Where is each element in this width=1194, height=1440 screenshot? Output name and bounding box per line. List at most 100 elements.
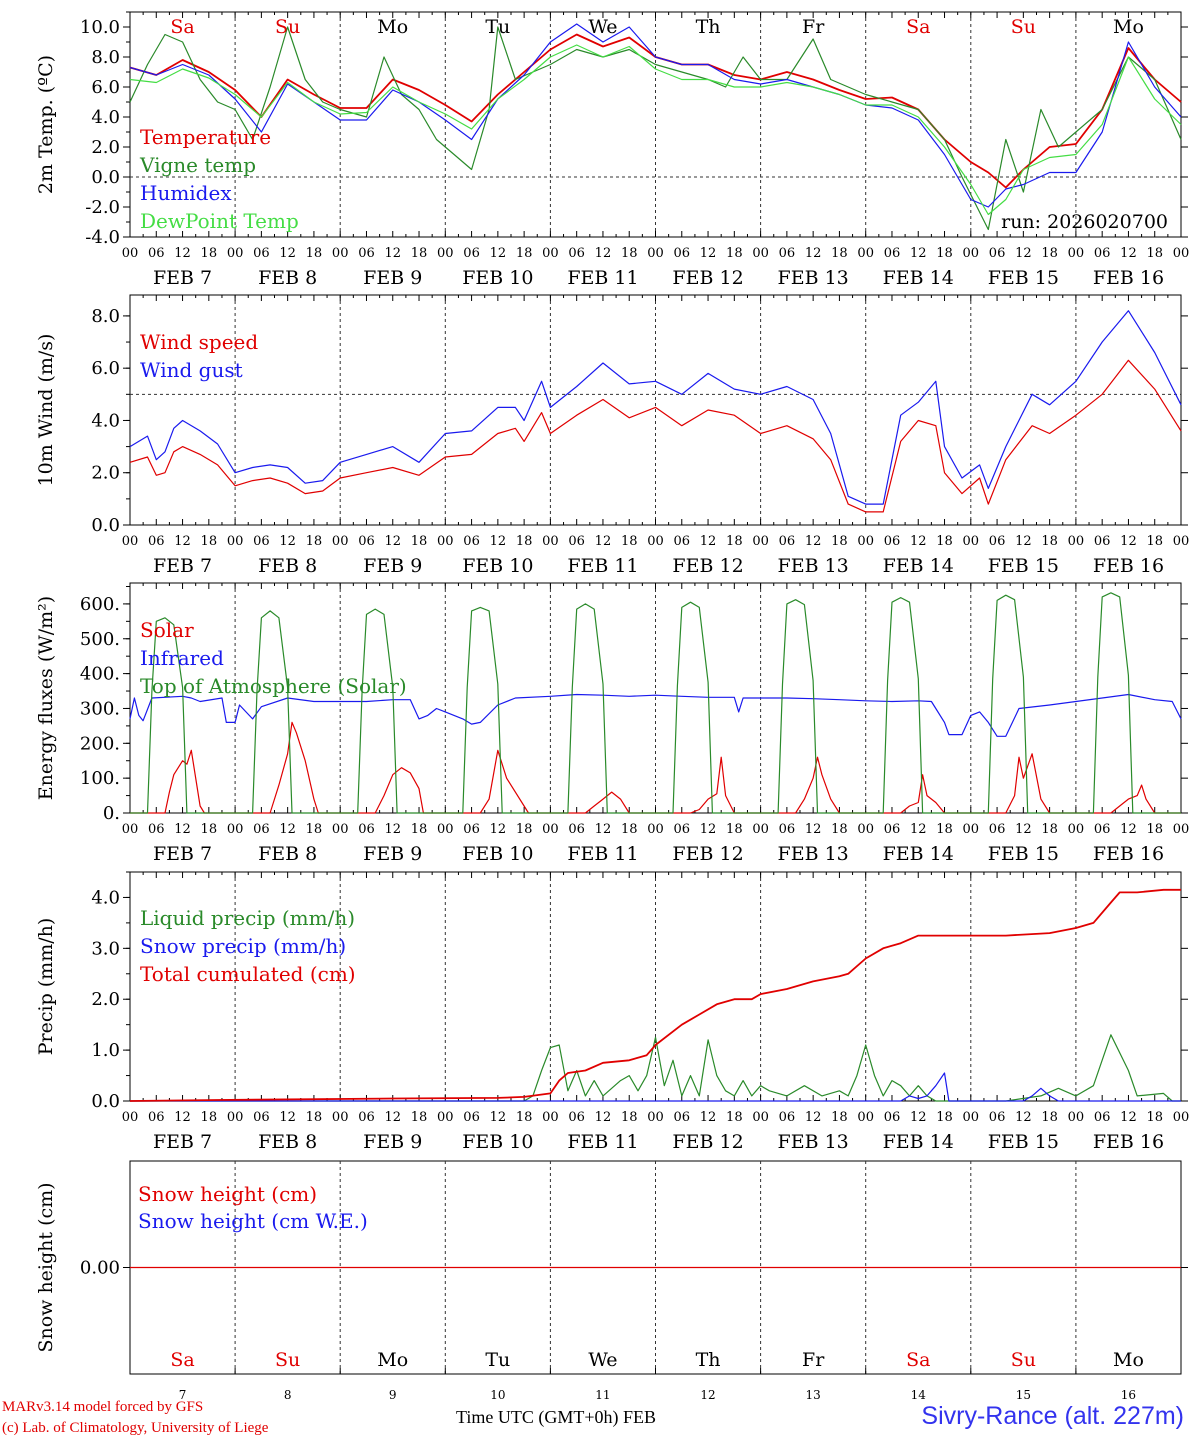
hour-label: 00: [542, 534, 559, 549]
hour-label: 00: [227, 246, 244, 261]
legend-entry: Wind gust: [140, 358, 243, 382]
hour-label: 00: [332, 246, 349, 261]
y-tick-label: 100.: [80, 768, 120, 789]
hour-label: 12: [595, 534, 612, 549]
date-label: FEB 11: [567, 267, 638, 289]
hour-label: 00: [437, 822, 454, 837]
weekday-label-bottom: Su: [1011, 1349, 1036, 1371]
hour-label: 12: [595, 246, 612, 261]
date-label: FEB 16: [1093, 555, 1164, 577]
hour-label: 00: [122, 822, 139, 837]
hour-label: 00: [752, 246, 769, 261]
weekday-label-top: Mo: [1113, 16, 1144, 38]
date-label: FEB 7: [153, 267, 212, 289]
hour-label: 00: [542, 1110, 559, 1125]
weekday-label-bottom: Fr: [802, 1349, 825, 1371]
hour-label: 18: [936, 1110, 953, 1125]
hour-label: 12: [1015, 246, 1032, 261]
run-label: run: 2026020700: [1001, 211, 1168, 233]
site-name: Sivry-Rance (alt. 227m): [921, 1402, 1184, 1430]
hour-label: 06: [358, 1110, 375, 1125]
weekday-label-top: We: [588, 16, 617, 38]
hour-label: 12: [700, 534, 717, 549]
y-tick-label: 200.: [80, 733, 120, 754]
weekday-label-top: Sa: [170, 16, 194, 38]
legend-entry: Top of Atmosphere (Solar): [140, 674, 407, 698]
y-axis-label: Precip (mm/h): [35, 918, 57, 1056]
y-tick-label: 0.0: [91, 167, 120, 188]
hour-label: 12: [1015, 822, 1032, 837]
hour-label: 00: [227, 822, 244, 837]
hour-label: 12: [910, 534, 927, 549]
hour-label: 06: [989, 822, 1006, 837]
day-number: 10: [490, 1388, 505, 1402]
series-top-of-atmosphere-solar-: [130, 592, 1181, 814]
hour-label: 06: [884, 822, 901, 837]
hour-label: 12: [279, 1110, 296, 1125]
hour-label: 18: [201, 246, 218, 261]
hour-label: 00: [1068, 534, 1085, 549]
date-label: FEB 11: [567, 555, 638, 577]
hour-label: 18: [726, 534, 743, 549]
hour-label: 12: [1120, 534, 1137, 549]
hour-label: 06: [358, 246, 375, 261]
hour-label: 06: [358, 822, 375, 837]
date-label: FEB 9: [363, 267, 422, 289]
y-tick-label: 3.0: [91, 938, 120, 959]
day-number: 9: [389, 1388, 397, 1402]
hour-label: 18: [726, 1110, 743, 1125]
hour-label: 18: [936, 822, 953, 837]
hour-label: 12: [279, 534, 296, 549]
hour-label: 06: [1094, 246, 1111, 261]
legend-entry: Snow height (cm W.E.): [138, 1209, 368, 1233]
hour-label: 06: [463, 534, 480, 549]
hour-label: 12: [1120, 822, 1137, 837]
date-label: FEB 15: [988, 1131, 1059, 1153]
hour-label: 12: [805, 1110, 822, 1125]
hour-label: 06: [674, 534, 691, 549]
weekday-label-bottom: Sa: [906, 1349, 930, 1371]
hour-label: 12: [910, 246, 927, 261]
weekday-label-top: Fr: [802, 16, 825, 38]
day-number: 12: [700, 1388, 715, 1402]
y-tick-label: 10.0: [80, 17, 120, 38]
hour-label: 12: [490, 1110, 507, 1125]
hour-label: 00: [963, 1110, 980, 1125]
hour-label: 06: [884, 246, 901, 261]
hour-label: 06: [989, 1110, 1006, 1125]
hour-label: 00: [542, 246, 559, 261]
date-label: FEB 10: [462, 1131, 533, 1153]
panel-2: 0.0 2.0 4.0 6.0 8.0 10m Wind (m/s) Wind speed W…: [35, 294, 1190, 577]
legend-entry: Snow height (cm): [138, 1182, 317, 1206]
weekday-label-top: Mo: [377, 16, 408, 38]
date-label: FEB 10: [462, 843, 533, 865]
date-label: FEB 15: [988, 843, 1059, 865]
date-label: FEB 15: [988, 555, 1059, 577]
series-liquid-precip-mm-h-: [130, 1034, 1181, 1102]
hour-label: 12: [279, 822, 296, 837]
legend-entry: Infrared: [140, 646, 224, 670]
hour-label: 00: [1173, 534, 1190, 549]
hour-label: 12: [279, 246, 296, 261]
hour-label: 18: [516, 246, 533, 261]
weekday-label-bottom: Sa: [170, 1349, 194, 1371]
weekday-label-bottom: Mo: [1113, 1349, 1144, 1371]
hour-label: 00: [332, 822, 349, 837]
hour-label: 06: [568, 534, 585, 549]
hour-label: 12: [595, 822, 612, 837]
hour-label: 06: [674, 1110, 691, 1125]
date-label: FEB 16: [1093, 1131, 1164, 1153]
date-label: FEB 13: [778, 1131, 849, 1153]
legend-entry: Solar: [140, 618, 194, 642]
hour-label: 00: [857, 246, 874, 261]
hour-label: 00: [1173, 1110, 1190, 1125]
hour-label: 12: [384, 1110, 401, 1125]
legend-entry: Humidex: [140, 181, 232, 205]
legend-entry: Snow precip (mm/h): [140, 934, 346, 958]
y-tick-label: 6.0: [91, 358, 120, 379]
hour-label: 06: [568, 246, 585, 261]
hour-label: 00: [1068, 1110, 1085, 1125]
day-number: 14: [911, 1388, 927, 1402]
hour-label: 00: [963, 246, 980, 261]
panel-4: 0.0 1.0 2.0 3.0 4.0 Precip (mm/h) Liquid preci…: [35, 871, 1190, 1153]
